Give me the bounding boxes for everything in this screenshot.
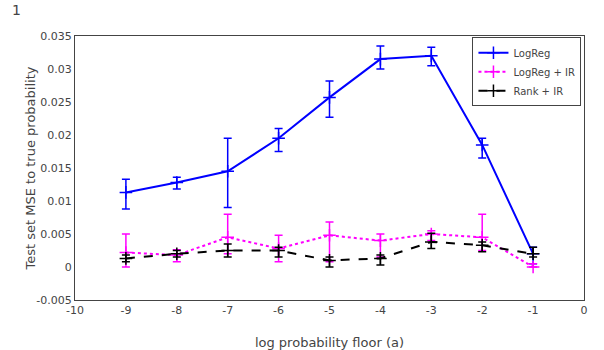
svg-text:-1: -1: [528, 304, 539, 317]
svg-text:0: 0: [581, 304, 588, 317]
svg-text:0.03: 0.03: [47, 63, 72, 76]
svg-text:Rank + IR: Rank + IR: [513, 86, 563, 97]
svg-text:-3: -3: [426, 304, 437, 317]
svg-text:-10: -10: [66, 304, 84, 317]
svg-text:log probability floor (a): log probability floor (a): [255, 335, 404, 350]
svg-text:-5: -5: [324, 304, 335, 317]
svg-text:Test set MSE to true probabili: Test set MSE to true probability: [23, 66, 38, 270]
svg-text:0: 0: [65, 261, 72, 274]
svg-text:0.02: 0.02: [47, 129, 72, 142]
svg-text:-4: -4: [375, 304, 386, 317]
svg-text:-0.005: -0.005: [36, 294, 71, 307]
svg-text:LogReg + IR: LogReg + IR: [513, 67, 575, 78]
svg-text:-2: -2: [477, 304, 488, 317]
svg-text:-8: -8: [171, 304, 182, 317]
svg-text:0.01: 0.01: [47, 195, 72, 208]
svg-text:1: 1: [12, 2, 21, 18]
svg-text:0.015: 0.015: [40, 162, 72, 175]
svg-text:LogReg: LogReg: [513, 48, 550, 59]
svg-text:0.035: 0.035: [40, 30, 72, 43]
svg-text:0.005: 0.005: [40, 228, 72, 241]
svg-text:0.025: 0.025: [40, 96, 72, 109]
svg-text:-6: -6: [273, 304, 284, 317]
svg-text:-9: -9: [120, 304, 131, 317]
svg-text:-7: -7: [222, 304, 233, 317]
